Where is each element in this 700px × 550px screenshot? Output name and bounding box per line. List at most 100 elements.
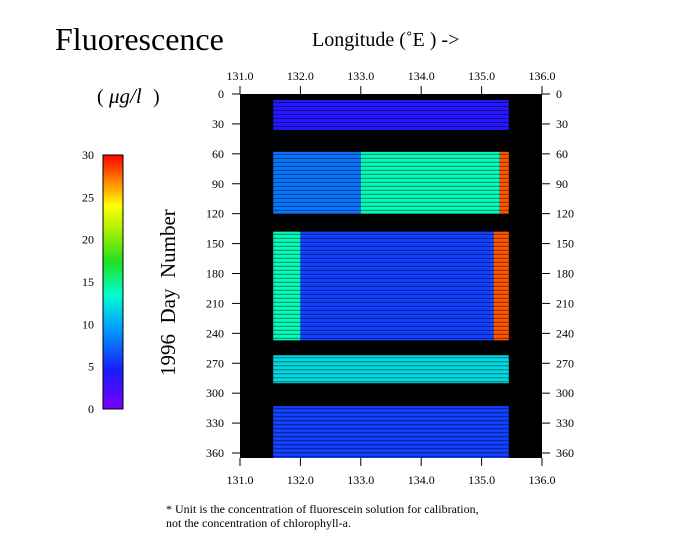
tick-label: 210	[206, 296, 224, 310]
heatmap-stripe	[273, 285, 509, 287]
heatmap-stripe	[273, 424, 509, 426]
heatmap-stripe	[273, 113, 509, 115]
tick-label: 133.0	[347, 69, 374, 83]
tick-label: 180	[556, 267, 574, 281]
heatmap-stripe	[273, 301, 509, 303]
tick-label: 25	[82, 190, 94, 204]
tick-label: 240	[206, 326, 224, 340]
tick-label: 120	[206, 207, 224, 221]
tick-label: 30	[212, 117, 224, 131]
heatmap-cell	[499, 151, 509, 214]
tick-label: 300	[206, 386, 224, 400]
tick-label: 0	[88, 402, 94, 416]
heatmap-stripe	[273, 181, 509, 183]
heatmap-stripe	[273, 381, 509, 383]
heatmap-stripe	[273, 229, 509, 231]
heatmap-cell	[273, 151, 361, 214]
heatmap-stripe	[273, 369, 509, 371]
heatmap-stripe	[273, 428, 509, 430]
heatmap-stripe	[273, 412, 509, 414]
heatmap-stripe	[273, 233, 509, 235]
heatmap-stripe	[273, 109, 509, 111]
heatmap-stripe	[273, 317, 509, 319]
heatmap-stripe	[273, 373, 509, 375]
x-axis-title: Longitude (˚E ) ->	[312, 29, 459, 51]
tick-label: 30	[82, 148, 94, 162]
tick-label: 360	[206, 446, 224, 460]
tick-label: 90	[212, 177, 224, 191]
chart-title: Fluorescence	[55, 21, 224, 57]
heatmap-stripe	[273, 305, 509, 307]
heatmap-cell	[273, 231, 301, 341]
tick-label: 330	[556, 416, 574, 430]
heatmap-stripe	[273, 357, 509, 359]
tick-label: 5	[88, 360, 94, 374]
tick-label: 135.0	[468, 69, 495, 83]
tick-label: 0	[218, 87, 224, 101]
heatmap-stripe	[273, 225, 509, 227]
tick-label: 132.0	[287, 473, 314, 487]
heatmap-stripe	[273, 117, 509, 119]
heatmap-stripe	[273, 432, 509, 434]
heatmap-stripe	[273, 257, 509, 259]
tick-label: 136.0	[529, 473, 556, 487]
heatmap-stripe	[273, 416, 509, 418]
tick-label: 300	[556, 386, 574, 400]
tick-label: 360	[556, 446, 574, 460]
tick-label: 270	[206, 356, 224, 370]
y-axis-title: 1996 Day Number	[156, 209, 180, 376]
tick-label: 60	[212, 147, 224, 161]
heatmap-stripe	[273, 325, 509, 327]
heatmap-cell	[360, 151, 500, 214]
heatmap-stripe	[273, 101, 509, 103]
tick-label: 120	[556, 207, 574, 221]
heatmap-stripe	[273, 297, 509, 299]
heatmap-stripe	[273, 237, 509, 239]
heatmap-stripe	[273, 365, 509, 367]
tick-label: 15	[82, 275, 94, 289]
heatmap-stripe	[273, 313, 509, 315]
heatmap-stripe	[273, 205, 509, 207]
heatmap-cell	[493, 231, 509, 341]
heatmap-stripe	[273, 201, 509, 203]
heatmap-stripe	[273, 221, 509, 223]
heatmap-stripe	[273, 337, 509, 339]
tick-label: 90	[556, 177, 568, 191]
heatmap-stripe	[273, 448, 509, 450]
heatmap-stripe	[273, 440, 509, 442]
heatmap-stripe	[273, 261, 509, 263]
heatmap-stripe	[273, 177, 509, 179]
tick-label: 0	[556, 87, 562, 101]
heatmap-stripe	[273, 105, 509, 107]
tick-label: 20	[82, 233, 94, 247]
heatmap-stripe	[273, 452, 509, 454]
heatmap-stripe	[273, 241, 509, 243]
heatmap-cell	[273, 99, 509, 130]
footnote-line-2: not the concentration of chlorophyll-a.	[166, 516, 351, 530]
heatmap-stripe	[273, 253, 509, 255]
heatmap-stripe	[273, 289, 509, 291]
heatmap-stripe	[273, 169, 509, 171]
heatmap-stripe	[273, 153, 509, 155]
tick-label: 132.0	[287, 69, 314, 83]
tick-label: 131.0	[227, 69, 254, 83]
heatmap-cells	[273, 99, 509, 458]
colorbar-ticks: 0 5 10 15 20 25 30	[82, 148, 94, 416]
heatmap-stripe	[273, 193, 509, 195]
heatmap-stripe	[273, 456, 509, 458]
heatmap-stripe	[273, 273, 509, 275]
tick-label: 240	[556, 326, 574, 340]
heatmap-stripe	[273, 293, 509, 295]
x-ticks-bottom: 131.0 132.0 133.0 134.0 135.0 136.0	[227, 458, 556, 487]
tick-label: 60	[556, 147, 568, 161]
heatmap-cell	[300, 231, 494, 341]
heatmap-cell	[273, 406, 509, 458]
heatmap-stripe	[273, 245, 509, 247]
tick-label: 210	[556, 296, 574, 310]
heatmap-stripe	[273, 209, 509, 211]
heatmap-stripe	[273, 420, 509, 422]
tick-label: 135.0	[468, 473, 495, 487]
heatmap-stripe	[273, 161, 509, 163]
unit-symbol: μg/l	[108, 84, 142, 108]
